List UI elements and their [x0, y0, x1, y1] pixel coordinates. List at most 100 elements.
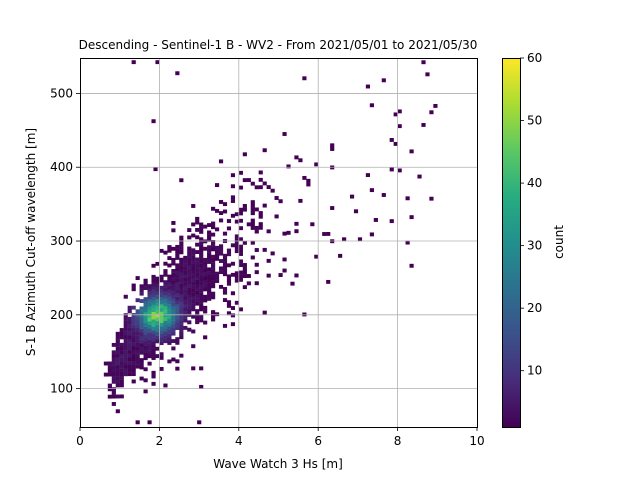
heatmap-cell	[147, 346, 152, 351]
heatmap-cell	[250, 203, 255, 208]
heatmap-cell	[369, 188, 374, 193]
heatmap-cell	[115, 339, 120, 344]
heatmap-cell	[119, 350, 124, 355]
heatmap-cell	[159, 300, 164, 305]
heatmap-cell	[119, 368, 124, 373]
heatmap-cell	[195, 309, 200, 314]
colorbar-tick-label: 20	[527, 301, 542, 315]
heatmap-cell	[123, 320, 128, 325]
heatmap-cell	[163, 320, 168, 325]
heatmap-cell	[195, 227, 200, 232]
heatmap-cell	[187, 272, 192, 277]
heatmap-cell	[139, 358, 144, 363]
heatmap-cell	[151, 304, 156, 309]
heatmap-cell	[179, 178, 184, 183]
heatmap-cell	[179, 335, 184, 340]
heatmap-cell	[203, 309, 208, 314]
heatmap-cell	[191, 263, 196, 267]
heatmap-cell	[218, 159, 224, 164]
heatmap-cell	[159, 311, 164, 316]
heatmap-cell	[207, 278, 212, 283]
heatmap-cell	[175, 71, 180, 76]
heatmap-cell	[167, 322, 172, 327]
heatmap-cell	[155, 280, 160, 285]
heatmap-cell	[214, 256, 220, 261]
heatmap-cell	[258, 222, 263, 227]
heatmap-cell	[183, 259, 188, 264]
heatmap-cell	[214, 245, 220, 250]
heatmap-cell	[179, 235, 184, 240]
heatmap-cell	[115, 361, 120, 366]
heatmap-cell	[151, 381, 156, 386]
heatmap-cell	[115, 350, 120, 355]
heatmap-cell	[155, 302, 160, 307]
heatmap-cell	[314, 254, 319, 259]
heatmap-cell	[183, 296, 188, 301]
heatmap-cell	[167, 304, 172, 309]
heatmap-cell	[147, 310, 152, 314]
heatmap-cell	[115, 379, 120, 384]
heatmap-cell	[151, 263, 156, 268]
heatmap-cell	[135, 346, 140, 351]
heatmap-cell	[127, 320, 132, 325]
heatmap-cell	[187, 253, 192, 258]
heatmap-cell	[131, 349, 136, 354]
heatmap-cell	[238, 252, 243, 256]
heatmap-cell	[119, 394, 124, 399]
heatmap-cell	[155, 317, 160, 322]
heatmap-cell	[175, 296, 180, 301]
heatmap-cell	[179, 309, 184, 314]
heatmap-cell	[175, 263, 180, 268]
heatmap-cell	[191, 303, 196, 308]
heatmap-cell	[195, 275, 200, 280]
heatmap-cell	[187, 294, 192, 299]
colorbar-label: count	[552, 225, 566, 259]
heatmap-cell	[373, 218, 378, 222]
heatmap-cell	[397, 124, 402, 129]
heatmap-cell	[167, 256, 172, 261]
heatmap-cell	[163, 309, 168, 314]
heatmap-cell	[135, 327, 140, 332]
heatmap-cell	[226, 274, 232, 279]
heatmap-cell	[167, 278, 172, 283]
heatmap-cell	[199, 244, 204, 249]
heatmap-cell	[135, 316, 140, 321]
heatmap-cell	[119, 364, 124, 369]
heatmap-cell	[262, 203, 267, 208]
heatmap-cell	[143, 297, 148, 302]
heatmap-cell	[127, 350, 132, 354]
heatmap-cell	[187, 268, 192, 273]
heatmap-cell	[191, 314, 196, 319]
heatmap-cell	[191, 277, 196, 282]
heatmap-cell	[139, 350, 144, 355]
heatmap-cell	[175, 244, 180, 249]
heatmap-cell	[250, 222, 255, 227]
heatmap-cell	[127, 331, 132, 336]
heatmap-cell	[143, 334, 148, 338]
heatmap-cell	[199, 307, 204, 312]
heatmap-cell	[242, 240, 247, 245]
heatmap-cell	[139, 324, 144, 329]
heatmap-cell	[183, 266, 188, 271]
heatmap-cell	[143, 282, 148, 287]
heatmap-cell	[147, 298, 152, 303]
heatmap-cell	[103, 361, 108, 366]
heatmap-cell	[226, 263, 232, 268]
heatmap-cell	[258, 170, 263, 175]
heatmap-cell	[179, 290, 184, 295]
heatmap-cell	[211, 206, 216, 211]
heatmap-cell	[163, 335, 168, 340]
heatmap-cell	[111, 402, 116, 406]
heatmap-cell	[207, 230, 212, 235]
heatmap-cell	[222, 253, 228, 258]
heatmap-cell	[171, 261, 176, 266]
heatmap-cell	[163, 261, 168, 266]
heatmap-cell	[139, 291, 144, 296]
heatmap-cell	[298, 198, 303, 203]
heatmap-cell	[214, 208, 220, 213]
heatmap-cell	[115, 346, 120, 351]
y-tick-label: 500	[50, 86, 73, 100]
heatmap-cell	[191, 252, 196, 256]
heatmap-cell	[230, 291, 236, 296]
